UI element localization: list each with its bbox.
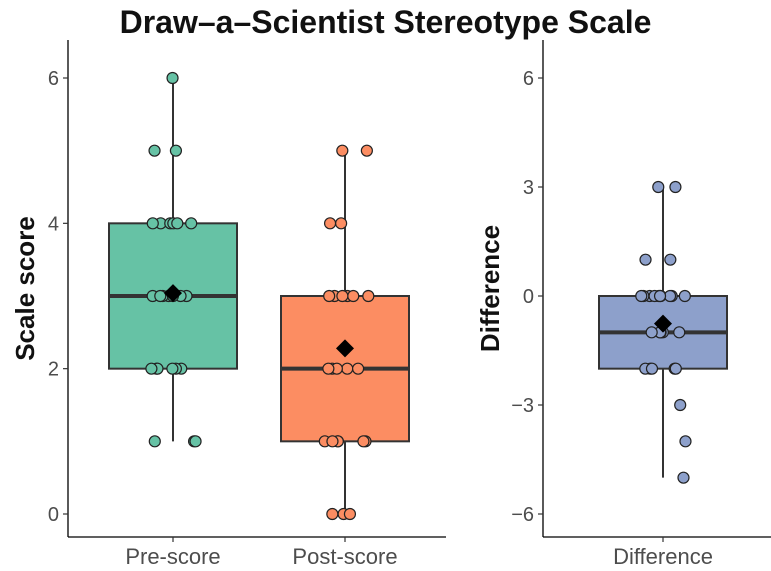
chart-title: Draw–a–Scientist Stereotype Scale (119, 4, 652, 40)
data-point (323, 289, 336, 303)
y-tick-label: 6 (523, 68, 534, 90)
data-point (639, 253, 652, 266)
data-point (347, 289, 360, 303)
y-tick-label: 4 (48, 213, 59, 235)
x-tick-label: Pre-score (125, 544, 220, 569)
y-axis-title: Difference (475, 225, 505, 352)
y-tick-label: 2 (48, 359, 59, 381)
data-point (677, 471, 690, 484)
data-point (322, 362, 335, 375)
data-point (645, 362, 659, 375)
data-point (189, 435, 202, 448)
data-point (336, 144, 349, 157)
data-point (357, 435, 370, 448)
y-axis-title: Scale score (10, 216, 40, 361)
data-point (360, 144, 373, 157)
data-point (669, 180, 682, 194)
y-tick-label: 0 (48, 504, 59, 526)
data-point (341, 362, 354, 375)
data-point (185, 217, 198, 230)
data-point (148, 435, 161, 448)
data-point (326, 435, 339, 448)
y-tick-label: −3 (511, 395, 534, 417)
data-point (663, 289, 677, 303)
mean-marker (164, 284, 182, 303)
data-point (148, 144, 161, 157)
data-point (674, 398, 687, 412)
data-point (169, 144, 183, 157)
data-point (166, 362, 179, 375)
data-point (673, 326, 686, 339)
mean-marker (654, 314, 672, 333)
data-point (351, 362, 365, 375)
data-point (335, 217, 348, 230)
data-point (171, 217, 184, 230)
mean-marker (336, 339, 354, 358)
data-point (323, 217, 337, 230)
data-point (669, 362, 682, 375)
data-point (679, 435, 692, 448)
data-point (326, 507, 339, 521)
y-tick-label: 6 (48, 68, 59, 90)
data-point (653, 289, 667, 303)
data-point (166, 71, 179, 85)
y-tick-label: −6 (511, 504, 534, 526)
data-point (336, 289, 349, 303)
data-point (664, 253, 677, 266)
x-tick-label: Difference (613, 544, 713, 569)
y-tick-label: 3 (523, 177, 534, 199)
data-point (362, 289, 375, 303)
data-point (343, 507, 357, 521)
data-point (154, 289, 167, 303)
data-point (635, 289, 648, 303)
y-tick-label: 0 (523, 286, 534, 308)
data-point (645, 326, 658, 339)
data-point (145, 362, 158, 375)
x-tick-label: Post-score (292, 544, 397, 569)
data-point (146, 217, 159, 230)
data-point (652, 180, 665, 194)
data-point (678, 289, 691, 303)
